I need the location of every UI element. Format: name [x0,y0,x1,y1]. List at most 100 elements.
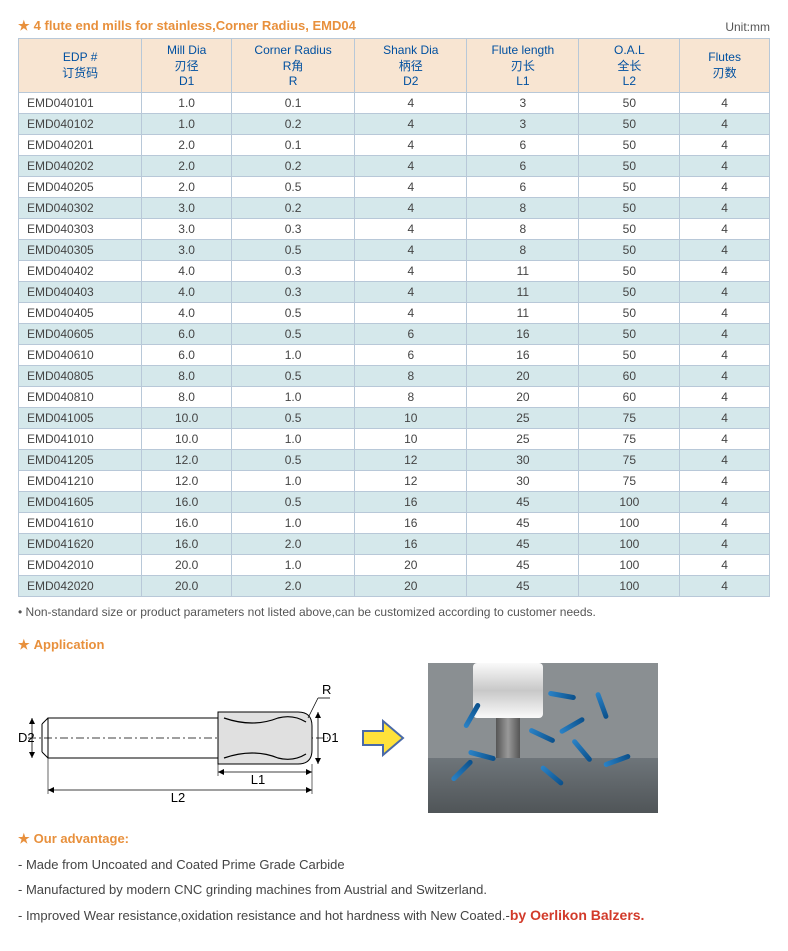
table-cell: 4 [355,282,467,303]
table-cell: 50 [579,135,680,156]
table-cell: 20.0 [142,555,232,576]
table-cell: 4 [355,135,467,156]
table-cell: EMD040201 [19,135,142,156]
table-cell: 0.2 [231,114,354,135]
table-cell: 8.0 [142,387,232,408]
table-cell: 4 [355,219,467,240]
table-cell: 4 [680,408,770,429]
table-cell: 3 [467,93,579,114]
spec-table: EDP #订货码Mill Dia刃径D1Corner RadiusR角RShan… [18,38,770,597]
table-cell: 30 [467,471,579,492]
table-cell: 4 [680,135,770,156]
table-cell: 0.2 [231,198,354,219]
table-cell: 1.0 [231,513,354,534]
table-cell: EMD040205 [19,177,142,198]
table-cell: 4 [680,282,770,303]
column-header: Flute length刃长L1 [467,39,579,93]
table-cell: 16.0 [142,492,232,513]
arrow-icon [358,713,408,763]
table-cell: 4 [680,219,770,240]
table-cell: 12.0 [142,450,232,471]
table-cell: 11 [467,303,579,324]
table-cell: 16 [355,534,467,555]
table-cell: 4.0 [142,261,232,282]
table-cell: 4 [355,177,467,198]
column-header: O.A.L全长L2 [579,39,680,93]
label-l1: L1 [251,772,265,787]
table-row: EMD04160516.00.516451004 [19,492,770,513]
table-cell: EMD042010 [19,555,142,576]
table-cell: EMD041210 [19,471,142,492]
table-cell: 0.3 [231,219,354,240]
table-row: EMD04202020.02.020451004 [19,576,770,597]
table-cell: 25 [467,408,579,429]
table-row: EMD0401021.00.243504 [19,114,770,135]
table-cell: 4 [680,261,770,282]
page-title: ★4 flute end mills for stainless,Corner … [18,18,356,34]
label-d1: D1 [322,730,338,745]
table-cell: 4 [680,555,770,576]
table-cell: 3.0 [142,198,232,219]
table-cell: 8 [467,240,579,261]
table-row: EMD0406106.01.0616504 [19,345,770,366]
table-cell: EMD040305 [19,240,142,261]
table-cell: 4 [680,114,770,135]
table-row: EMD0404034.00.3411504 [19,282,770,303]
table-cell: 2.0 [231,576,354,597]
table-cell: 4 [680,492,770,513]
brand-text: by Oerlikon Balzers. [510,907,645,923]
table-row: EMD0408058.00.5820604 [19,366,770,387]
table-cell: 50 [579,219,680,240]
table-cell: 1.0 [142,93,232,114]
table-row: EMD0403053.00.548504 [19,240,770,261]
table-cell: 4 [680,450,770,471]
table-cell: 10.0 [142,429,232,450]
table-row: EMD04201020.01.020451004 [19,555,770,576]
table-row: EMD0404054.00.5411504 [19,303,770,324]
table-cell: EMD040405 [19,303,142,324]
table-cell: 75 [579,450,680,471]
table-cell: 4 [680,534,770,555]
column-header: Flutes刃数 [680,39,770,93]
table-cell: 6.0 [142,345,232,366]
table-cell: 1.0 [231,471,354,492]
table-cell: 4 [680,576,770,597]
table-cell: 0.2 [231,156,354,177]
table-cell: 3 [467,114,579,135]
table-cell: 100 [579,534,680,555]
table-cell: 4 [680,471,770,492]
table-cell: 16 [467,345,579,366]
column-header: EDP #订货码 [19,39,142,93]
table-cell: 1.0 [231,345,354,366]
table-cell: 4 [680,324,770,345]
table-cell: 1.0 [231,555,354,576]
table-cell: 4 [680,387,770,408]
table-cell: 16 [355,492,467,513]
table-cell: 45 [467,576,579,597]
advantage-item: - Manufactured by modern CNC grinding ma… [18,882,770,897]
table-cell: 100 [579,513,680,534]
table-cell: 45 [467,513,579,534]
table-cell: EMD040605 [19,324,142,345]
table-cell: 0.5 [231,492,354,513]
table-row: EMD0401011.00.143504 [19,93,770,114]
table-cell: 11 [467,261,579,282]
table-cell: 0.5 [231,450,354,471]
table-cell: 8.0 [142,366,232,387]
label-r: R [322,682,331,697]
table-cell: EMD040810 [19,387,142,408]
table-cell: 75 [579,408,680,429]
table-cell: EMD040102 [19,114,142,135]
table-cell: 1.0 [142,114,232,135]
application-row: R D1 D2 L1 L2 [18,663,770,813]
table-row: EMD0406056.00.5616504 [19,324,770,345]
advantage-list: - Made from Uncoated and Coated Prime Gr… [18,857,770,923]
table-cell: 16 [467,324,579,345]
machining-photo [428,663,658,813]
table-cell: 12 [355,450,467,471]
table-row: EMD0403033.00.348504 [19,219,770,240]
table-cell: 4 [680,93,770,114]
table-cell: 4 [680,366,770,387]
table-cell: 4 [355,240,467,261]
table-cell: 16.0 [142,513,232,534]
